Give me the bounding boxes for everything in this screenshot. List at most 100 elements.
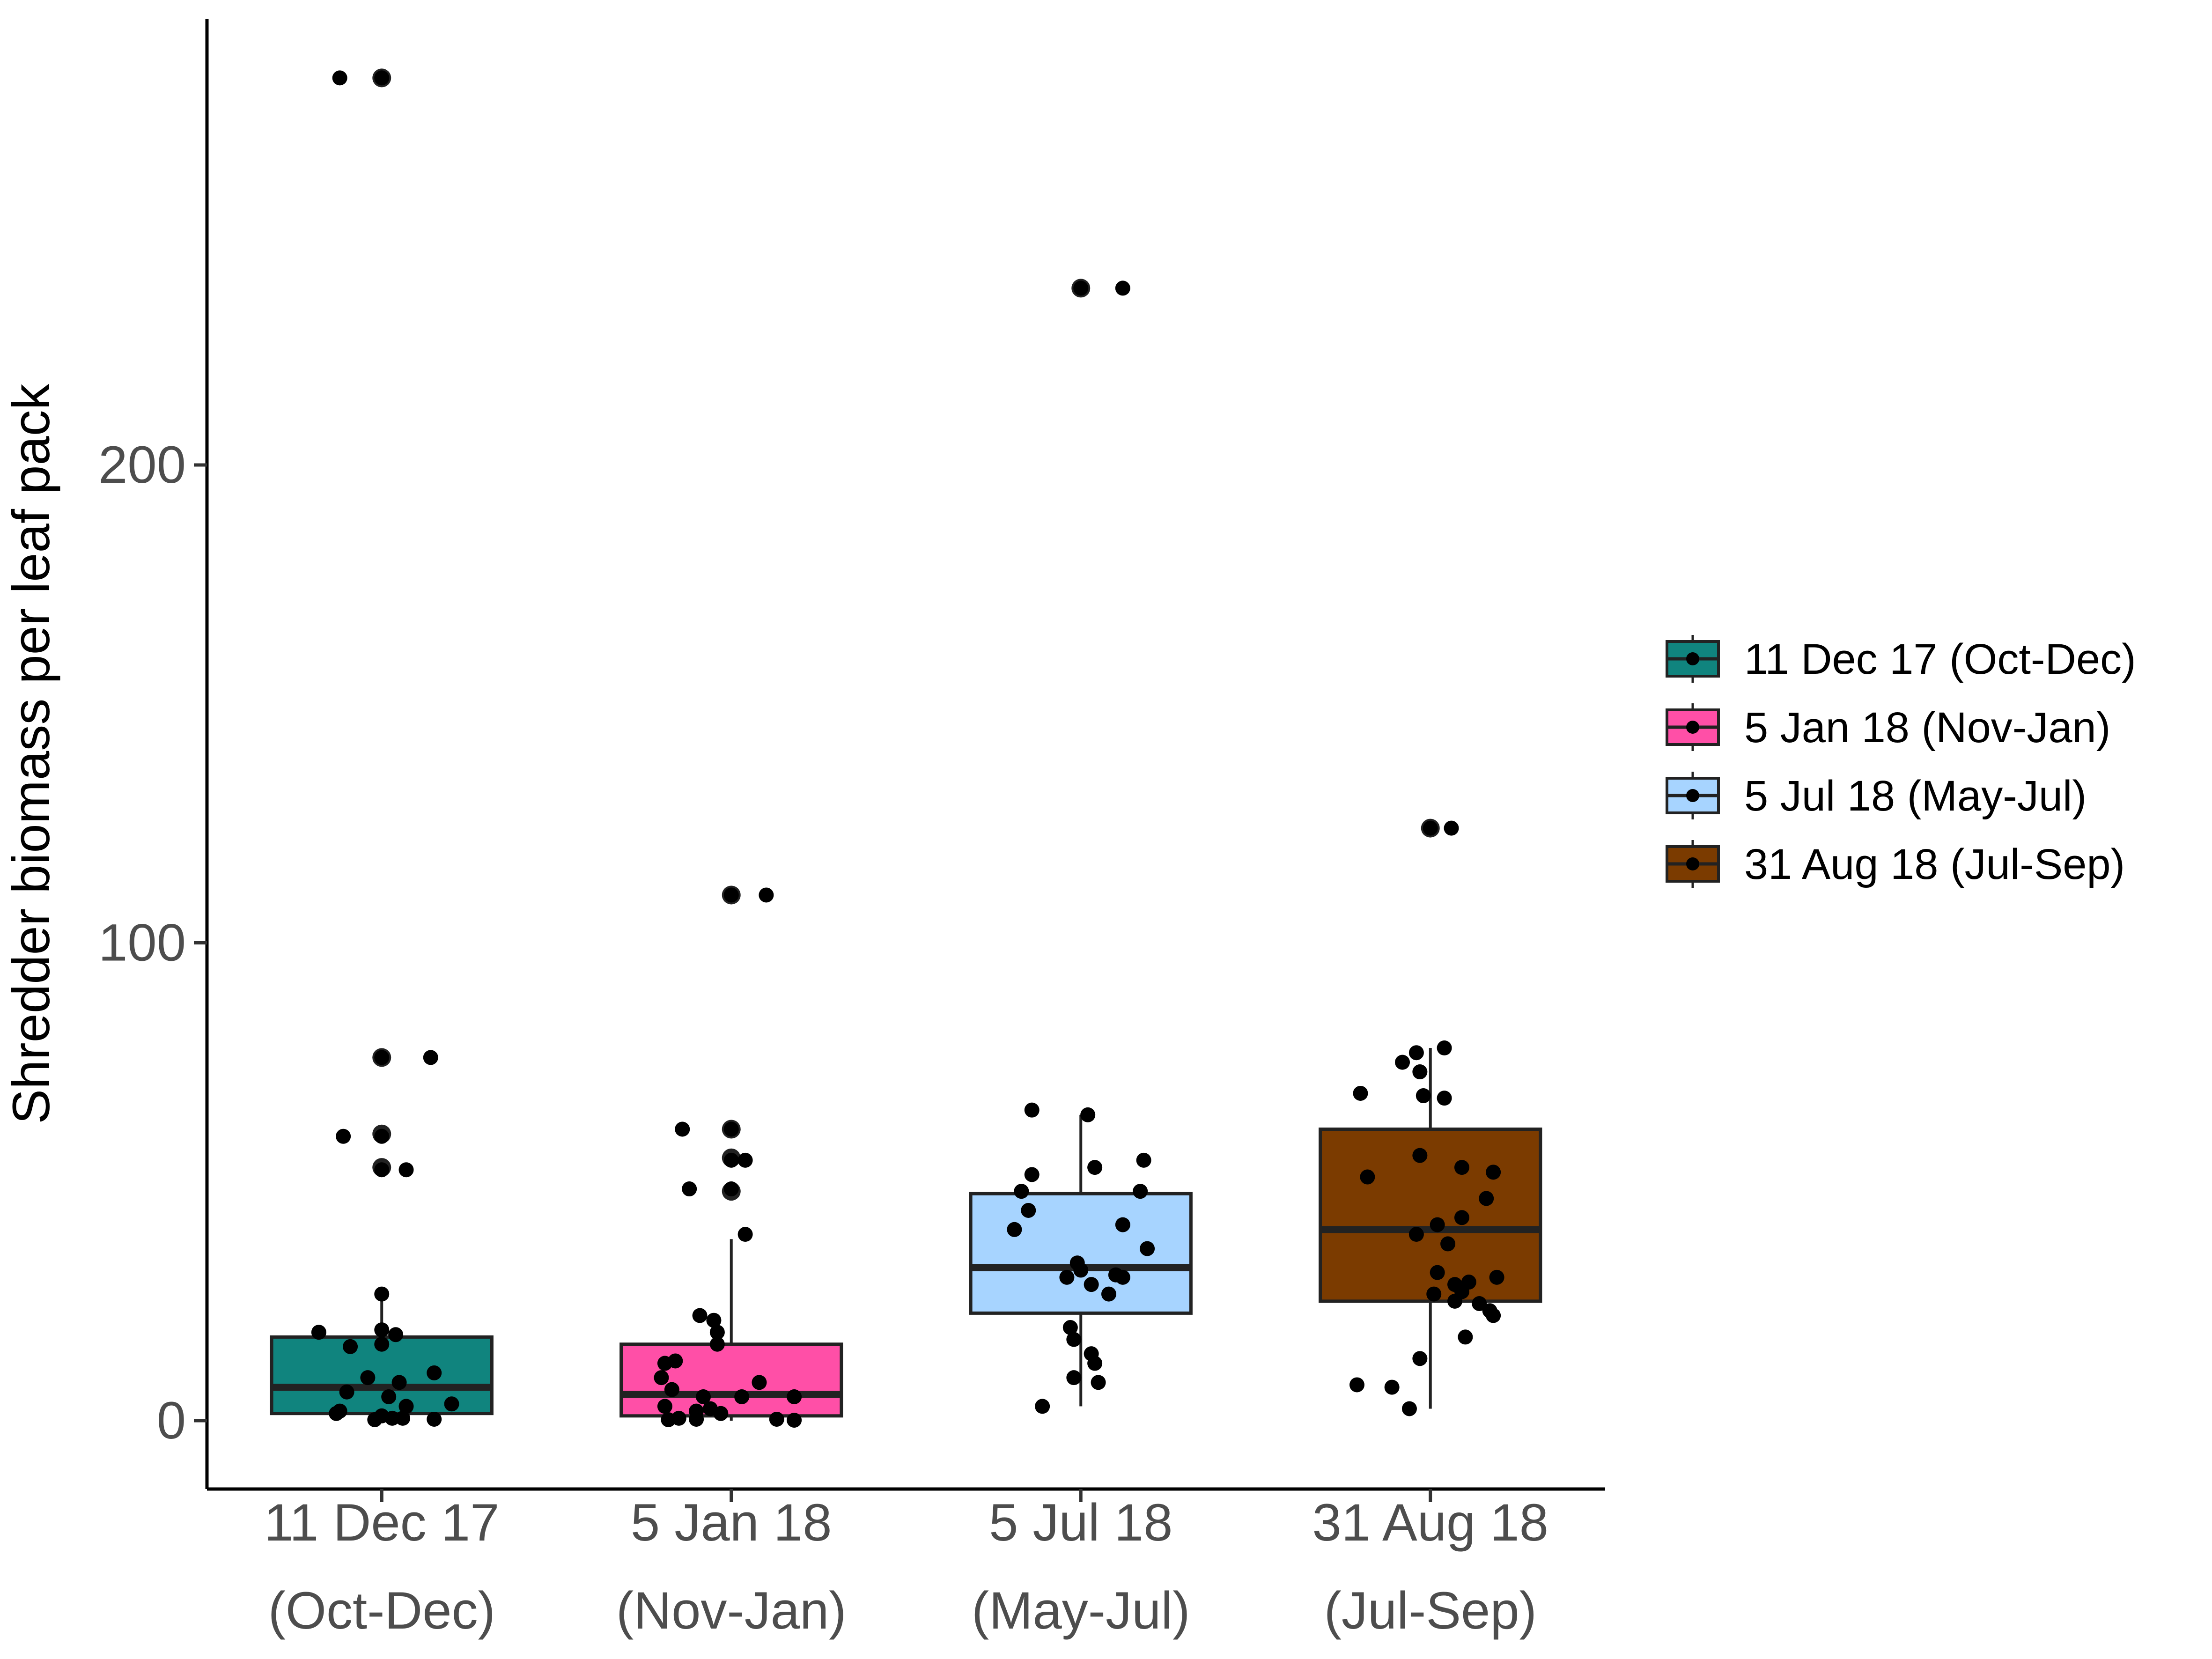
jitter-point (1444, 820, 1459, 836)
legend-key-point (1686, 721, 1699, 734)
jitter-point (723, 1121, 739, 1137)
box-iqr (969, 1192, 1193, 1315)
jitter-point (343, 1339, 358, 1354)
jitter-point (1360, 1169, 1375, 1185)
jitter-point (391, 1375, 407, 1390)
jitter-point (427, 1365, 442, 1380)
jitter-point (1066, 1332, 1082, 1347)
y-tick-label: 200 (98, 435, 186, 494)
jitter-point (696, 1389, 711, 1404)
jitter-point (657, 1356, 672, 1371)
jitter-point (723, 1152, 739, 1168)
jitter-point (398, 1399, 414, 1414)
box-group (969, 279, 1193, 1407)
jitter-point (1021, 1202, 1036, 1218)
jitter-point (1073, 1262, 1089, 1278)
jitter-point (1066, 1370, 1082, 1386)
jitter-point (1091, 1375, 1106, 1390)
y-axis-ticks: 0 100 200 (98, 435, 207, 1450)
jitter-point (1479, 1191, 1494, 1206)
jitter-point (723, 1181, 739, 1197)
x-tick-label-line2: (Nov-Jan) (616, 1581, 847, 1640)
jitter-point (1140, 1241, 1155, 1256)
jitter-point (752, 1375, 767, 1390)
jitter-point (1024, 1102, 1040, 1118)
jitter-point (706, 1312, 722, 1328)
legend-label: 31 Aug 18 (Jul-Sep) (1744, 841, 2125, 888)
jitter-point (1472, 1296, 1487, 1311)
jitter-point (1014, 1184, 1029, 1199)
jitter-points-layer (311, 70, 1504, 1428)
jitter-point (1412, 1064, 1428, 1080)
jitter-point (657, 1399, 672, 1414)
y-axis-title: Shredder biomass per leaf pack (2, 383, 60, 1124)
jitter-point (1447, 1293, 1463, 1309)
jitter-point (1458, 1329, 1473, 1345)
x-tick-label-line1: 5 Jul 18 (989, 1493, 1172, 1552)
jitter-point (1101, 1286, 1116, 1302)
jitter-point (384, 1410, 400, 1426)
jitter-point (374, 1286, 390, 1302)
jitter-point (374, 1336, 390, 1352)
x-tick-label-line2: (Oct-Dec) (268, 1581, 495, 1640)
legend-key-point (1686, 857, 1699, 870)
jitter-point (709, 1336, 725, 1352)
jitter-point (1133, 1184, 1148, 1199)
jitter-point (1395, 1054, 1410, 1070)
jitter-point (1136, 1152, 1151, 1168)
box-iqr (1319, 1127, 1542, 1303)
jitter-point (1486, 1308, 1501, 1323)
jitter-point (1486, 1165, 1501, 1180)
jitter-point (689, 1411, 704, 1427)
jitter-point (1408, 1227, 1424, 1242)
jitter-point (1062, 1320, 1078, 1335)
jitter-point (1454, 1210, 1469, 1225)
jitter-point (1035, 1399, 1050, 1414)
jitter-point (1430, 1265, 1445, 1280)
jitter-point (311, 1325, 326, 1340)
jitter-point (1080, 1107, 1096, 1122)
x-tick-label-line1: 5 Jan 18 (631, 1493, 832, 1552)
jitter-point (1412, 1148, 1428, 1163)
jitter-point (709, 1325, 725, 1340)
jitter-point (1454, 1160, 1469, 1175)
jitter-point (374, 1162, 390, 1178)
jitter-point (1059, 1269, 1075, 1285)
jitter-point (713, 1406, 729, 1421)
jitter-point (374, 1050, 390, 1065)
y-tick-label: 0 (157, 1391, 186, 1450)
jitter-point (339, 1384, 354, 1400)
jitter-point (737, 1152, 753, 1168)
jitter-point (1087, 1160, 1103, 1175)
jitter-point (1087, 1356, 1103, 1371)
jitter-point (1489, 1269, 1504, 1285)
jitter-point (692, 1308, 708, 1323)
jitter-point (423, 1050, 438, 1065)
jitter-point (360, 1370, 376, 1386)
jitter-point (1412, 1351, 1428, 1366)
jitter-point (374, 1128, 390, 1144)
jitter-point (444, 1396, 459, 1412)
y-tick-label: 100 (98, 914, 186, 972)
jitter-point (1426, 1286, 1442, 1302)
legend-key-point (1686, 789, 1699, 802)
jitter-point (1115, 1269, 1130, 1285)
jitter-point (1437, 1040, 1452, 1056)
jitter-point (336, 1128, 351, 1144)
jitter-point (1384, 1379, 1400, 1395)
jitter-point (1430, 1217, 1445, 1232)
jitter-point (1024, 1167, 1040, 1182)
jitter-point (661, 1412, 676, 1427)
legend-item: 5 Jul 18 (May-Jul) (1666, 772, 2087, 820)
jitter-point (1423, 820, 1438, 836)
x-tick-label-line1: 31 Aug 18 (1312, 1493, 1549, 1552)
jitter-point (332, 70, 347, 86)
legend: 11 Dec 17 (Oct-Dec) 5 Jan 18 (Nov-Jan) 5 J… (1666, 635, 2136, 888)
legend-key-point (1686, 652, 1699, 665)
legend-item: 5 Jan 18 (Nov-Jan) (1666, 703, 2110, 752)
jitter-point (1084, 1277, 1099, 1292)
jitter-point (682, 1181, 697, 1197)
jitter-point (398, 1162, 414, 1178)
jitter-point (737, 1227, 753, 1242)
x-axis-ticks: 11 Dec 17 (Oct-Dec) 5 Jan 18 (Nov-Jan) 5 Jul… (264, 1489, 1548, 1640)
